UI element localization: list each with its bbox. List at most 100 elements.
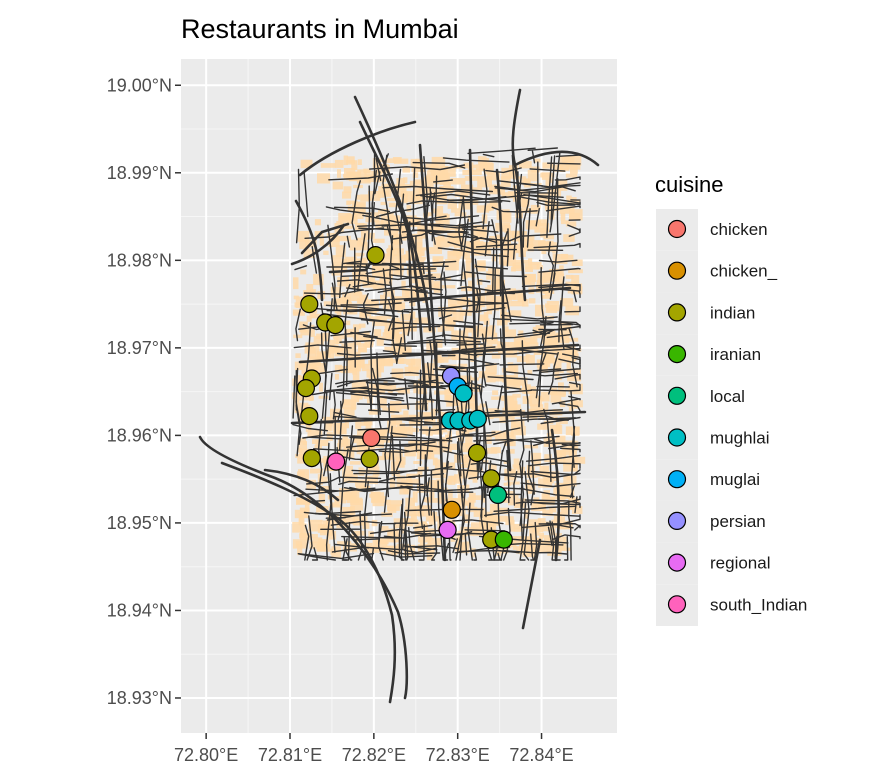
building [485,363,497,375]
building [530,452,542,463]
road [402,489,411,550]
building [332,255,342,266]
building [296,497,311,505]
road [495,168,512,472]
x-tick-label: 72.82°E [342,745,406,765]
road [547,526,553,547]
road [453,320,484,326]
building [569,212,580,220]
building [351,488,357,499]
building [300,523,307,535]
building [401,191,415,203]
road [300,222,350,255]
building [415,441,430,453]
building [397,387,410,394]
building [469,495,484,500]
road [382,268,387,315]
building [297,471,305,478]
road [425,193,511,203]
building [563,345,572,352]
building [512,198,521,202]
building [350,365,358,372]
building [450,178,466,185]
building [337,277,350,287]
building [329,339,335,347]
building [571,259,583,266]
road [392,230,433,240]
building [447,489,453,500]
road [290,410,587,425]
building [447,231,455,238]
building [467,454,472,462]
building [560,212,566,221]
building [465,435,473,447]
building [550,392,562,403]
road [530,533,535,561]
building [343,407,355,418]
building [376,336,384,346]
building [415,402,429,410]
building [375,220,384,229]
road [457,437,462,477]
road [444,460,449,508]
building [329,504,342,508]
road [519,502,527,561]
building [299,396,314,401]
building [396,461,405,468]
road [297,552,375,560]
road [385,443,450,449]
building [417,469,423,478]
building [381,183,394,187]
road [533,242,581,249]
building [372,318,387,327]
building [379,277,393,286]
building [412,491,418,503]
building [297,543,303,556]
building [535,304,545,317]
building [357,159,362,165]
building [509,448,515,454]
building [330,286,341,298]
road [458,427,521,437]
building [521,337,536,344]
road [406,233,413,340]
road [432,230,467,234]
road [408,527,415,561]
building [510,426,526,436]
road [568,231,581,237]
road [303,510,362,515]
building [295,541,303,548]
building [322,416,337,422]
building [294,402,309,414]
road [528,462,581,469]
road [390,371,445,377]
building [471,522,485,535]
building [540,227,547,238]
building [563,234,575,242]
building [512,176,527,180]
building [488,464,497,471]
building [420,317,431,325]
building [537,219,548,227]
building [489,503,500,513]
building [471,187,483,192]
y-tick-label: 19.00°N [107,75,172,95]
building [547,543,556,548]
restaurant-point-indian [300,407,319,426]
building [506,481,520,485]
building [539,535,552,539]
legend-label-chicken: chicken [710,220,768,239]
building [439,277,451,281]
road [356,403,428,406]
building [346,171,361,181]
building [464,527,473,536]
building [518,238,533,249]
building [384,322,392,332]
building [392,317,400,325]
building [561,440,577,453]
road [482,153,495,158]
building [347,205,353,213]
restaurant-points [296,246,513,549]
building [404,366,419,376]
